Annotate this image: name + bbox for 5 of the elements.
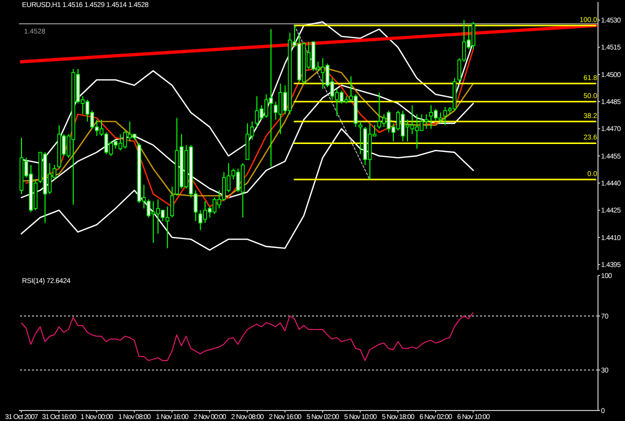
- candlestick: [170, 186, 174, 218]
- candlestick: [358, 121, 362, 155]
- line-series: [20, 128, 474, 251]
- line-series: [20, 66, 474, 196]
- line-series: [20, 312, 474, 362]
